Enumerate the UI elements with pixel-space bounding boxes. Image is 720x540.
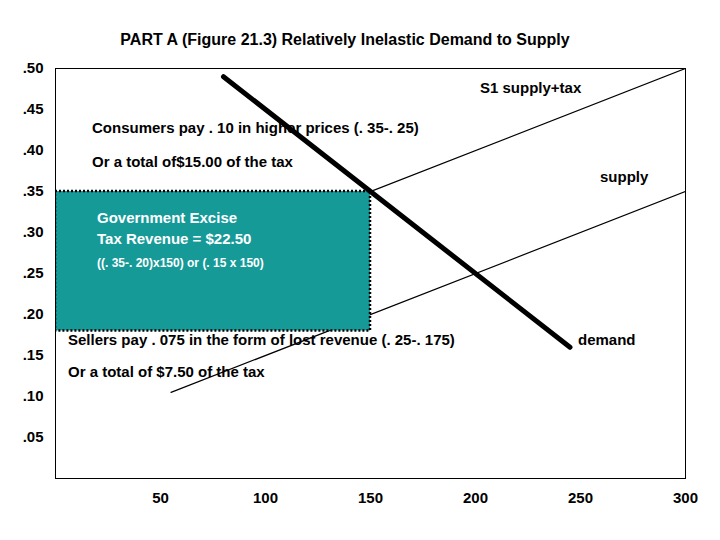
html-text:((. 35-. 20)x150) or (. 15 x 1: ((. 35-. 20)x150) or (. 15 x 150): [97, 256, 264, 270]
html-text:Or a total of $7.50 of the tax: Or a total of $7.50 of the tax: [68, 363, 265, 380]
html-text:Or a total of$15.00 of the tax: Or a total of$15.00 of the tax: [92, 153, 293, 170]
svg-text:150: 150: [358, 489, 383, 506]
html-text:Government Excise: Government Excise: [97, 209, 238, 226]
svg-text:.20: .20: [23, 305, 44, 322]
svg-text:250: 250: [568, 489, 593, 506]
svg-text:200: 200: [463, 489, 488, 506]
html-text:supply: supply: [600, 168, 649, 185]
svg-text:.30: .30: [23, 223, 44, 240]
svg-text:.10: .10: [23, 387, 44, 404]
html-text:Sellers pay . 075 in the form: Sellers pay . 075 in the form of lost re…: [68, 331, 455, 348]
svg-text:300: 300: [673, 489, 698, 506]
svg-text:100: 100: [253, 489, 278, 506]
html-text:Tax Revenue = $22.50: Tax Revenue = $22.50: [97, 230, 252, 247]
svg-text:.45: .45: [23, 100, 44, 117]
svg-text:.35: .35: [23, 182, 44, 199]
svg-text:.50: .50: [23, 59, 44, 76]
svg-text:.15: .15: [23, 346, 44, 363]
html-text:PART A (Figure 21.3) Relativel: PART A (Figure 21.3) Relatively Inelasti…: [120, 31, 570, 48]
svg-text:.40: .40: [23, 141, 44, 158]
html-text:S1 supply+tax: S1 supply+tax: [480, 79, 582, 96]
html-text:demand: demand: [578, 331, 636, 348]
html-text:Consumers pay . 10 in higher p: Consumers pay . 10 in higher prices (. 3…: [92, 119, 419, 136]
svg-text:.25: .25: [23, 264, 44, 281]
svg-text:.05: .05: [23, 428, 44, 445]
svg-text:50: 50: [152, 489, 169, 506]
